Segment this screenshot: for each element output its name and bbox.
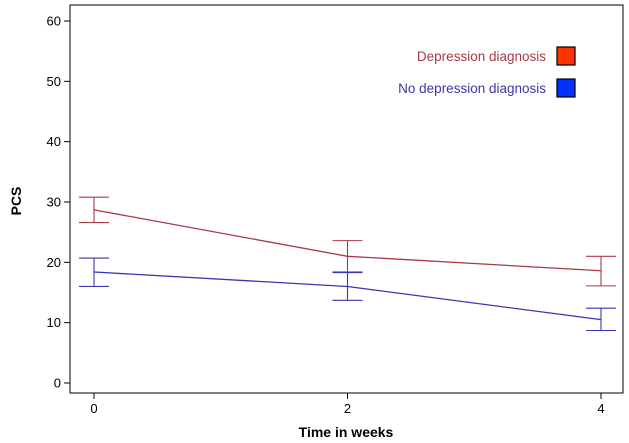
- x-axis: 0 2 4: [90, 393, 605, 416]
- x-axis-title: Time in weeks: [299, 424, 394, 440]
- y-tick-label: 10: [47, 315, 61, 330]
- y-axis-title: PCS: [8, 187, 24, 216]
- plot-frame: [69, 4, 624, 394]
- y-tick-label: 40: [47, 134, 61, 149]
- legend-swatch: [556, 78, 576, 98]
- legend-item: Depression diagnosis: [417, 46, 576, 66]
- y-tick-label: 20: [47, 255, 61, 270]
- x-tick-label: 4: [597, 401, 604, 416]
- error-bar: [79, 196, 109, 224]
- error-bar: [332, 272, 363, 301]
- y-tick-label: 30: [47, 195, 61, 210]
- legend-label: Depression diagnosis: [417, 49, 546, 64]
- series-depression: [79, 196, 616, 287]
- y-tick-label: 0: [54, 376, 61, 391]
- legend: Depression diagnosis No depression diagno…: [398, 46, 576, 98]
- series-layer: [79, 196, 616, 332]
- legend-swatch: [556, 46, 576, 66]
- error-bar: [586, 307, 616, 332]
- legend-label: No depression diagnosis: [398, 81, 546, 96]
- legend-item: No depression diagnosis: [398, 78, 576, 98]
- error-bar: [586, 255, 616, 287]
- y-tick-label: 60: [47, 14, 61, 29]
- x-tick-label: 2: [344, 401, 351, 416]
- error-bar: [332, 240, 363, 273]
- series-no-depression: [79, 257, 616, 332]
- x-tick-label: 0: [90, 401, 97, 416]
- y-axis: 0 10 20 30 40 50 60: [47, 14, 70, 391]
- error-bar: [79, 257, 109, 288]
- y-tick-label: 50: [47, 74, 61, 89]
